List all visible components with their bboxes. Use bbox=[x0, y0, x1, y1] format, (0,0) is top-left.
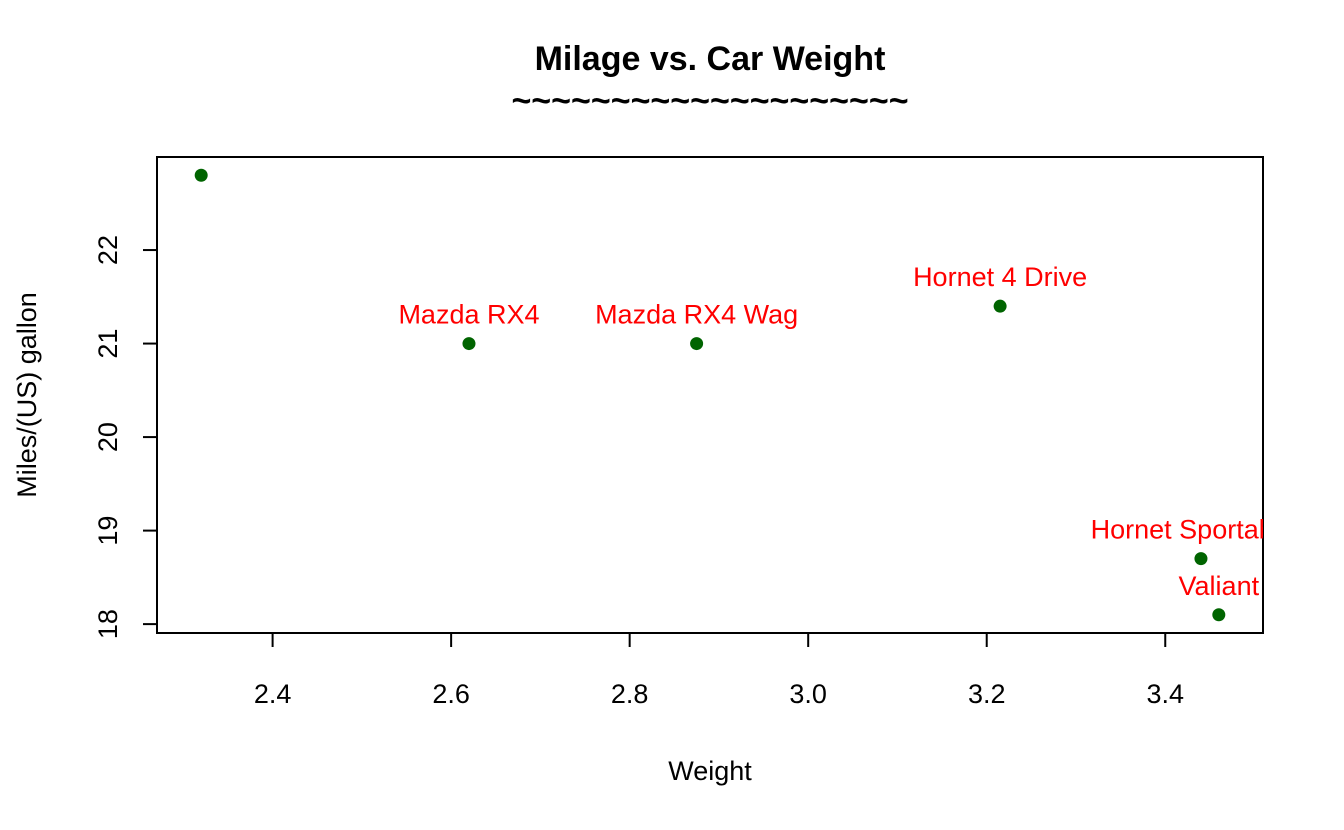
chart-subtitle: ~~~~~~~~~~~~~~~~~~~~ bbox=[511, 82, 908, 120]
x-tick-label: 3.0 bbox=[789, 679, 827, 709]
x-tick-label: 3.4 bbox=[1146, 679, 1184, 709]
data-point bbox=[690, 337, 703, 350]
chart-title: Milage vs. Car Weight bbox=[535, 40, 886, 78]
x-tick-label: 3.2 bbox=[968, 679, 1006, 709]
point-labels-layer: Mazda RX4 Mazda RX4 Wag Hornet 4 Drive Horn… bbox=[398, 262, 1311, 601]
data-point bbox=[994, 300, 1007, 313]
y-tick-label: 20 bbox=[93, 422, 123, 452]
x-tick-label: 2.6 bbox=[432, 679, 470, 709]
x-axis: 2.4 2.6 2.8 3.0 3.2 3.4 bbox=[254, 633, 1184, 709]
data-point bbox=[195, 169, 208, 182]
point-label: Hornet Sportabout bbox=[1091, 515, 1312, 545]
point-label: Mazda RX4 bbox=[398, 300, 539, 330]
x-tick-label: 2.4 bbox=[254, 679, 292, 709]
data-point bbox=[1212, 608, 1225, 621]
x-axis-label: Weight bbox=[668, 756, 752, 786]
point-label: Valiant bbox=[1179, 571, 1260, 601]
point-label: Mazda RX4 Wag bbox=[595, 300, 798, 330]
y-tick-label: 19 bbox=[93, 516, 123, 546]
points-layer bbox=[195, 169, 1226, 622]
point-label: Hornet 4 Drive bbox=[913, 262, 1087, 292]
y-axis-label: Miles/(US) gallon bbox=[12, 292, 42, 498]
y-tick-label: 18 bbox=[93, 609, 123, 639]
y-axis: 18 19 20 21 22 bbox=[93, 235, 157, 639]
data-point bbox=[1194, 552, 1207, 565]
plot-frame bbox=[157, 157, 1263, 633]
y-tick-label: 22 bbox=[93, 235, 123, 265]
y-tick-label: 21 bbox=[93, 329, 123, 359]
data-point bbox=[462, 337, 475, 350]
x-tick-label: 2.8 bbox=[611, 679, 649, 709]
